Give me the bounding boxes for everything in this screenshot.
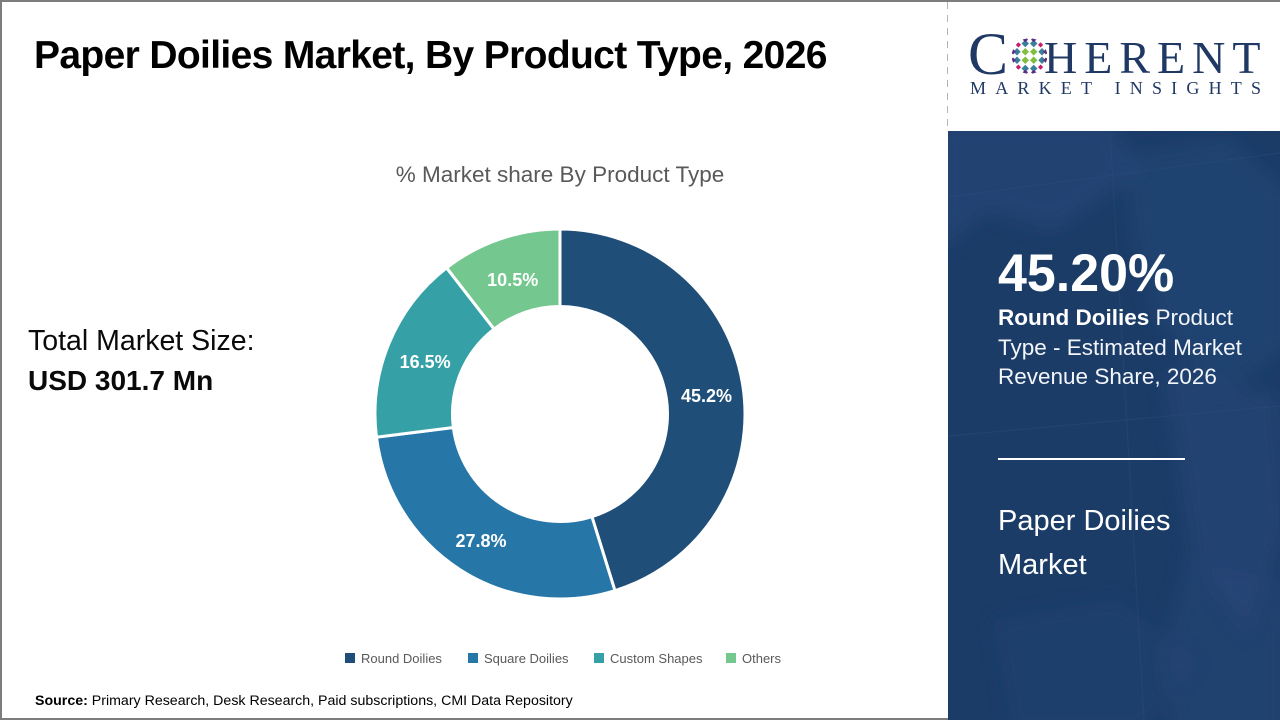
svg-text:27.8%: 27.8%: [455, 531, 506, 551]
svg-text:HERENT: HERENT: [1044, 32, 1267, 83]
svg-text:16.5%: 16.5%: [400, 352, 451, 372]
svg-text:C: C: [968, 21, 1008, 87]
svg-text:10.5%: 10.5%: [487, 270, 538, 290]
svg-text:45.2%: 45.2%: [681, 386, 732, 406]
svg-text:MARKET INSIGHTS: MARKET INSIGHTS: [970, 78, 1270, 98]
